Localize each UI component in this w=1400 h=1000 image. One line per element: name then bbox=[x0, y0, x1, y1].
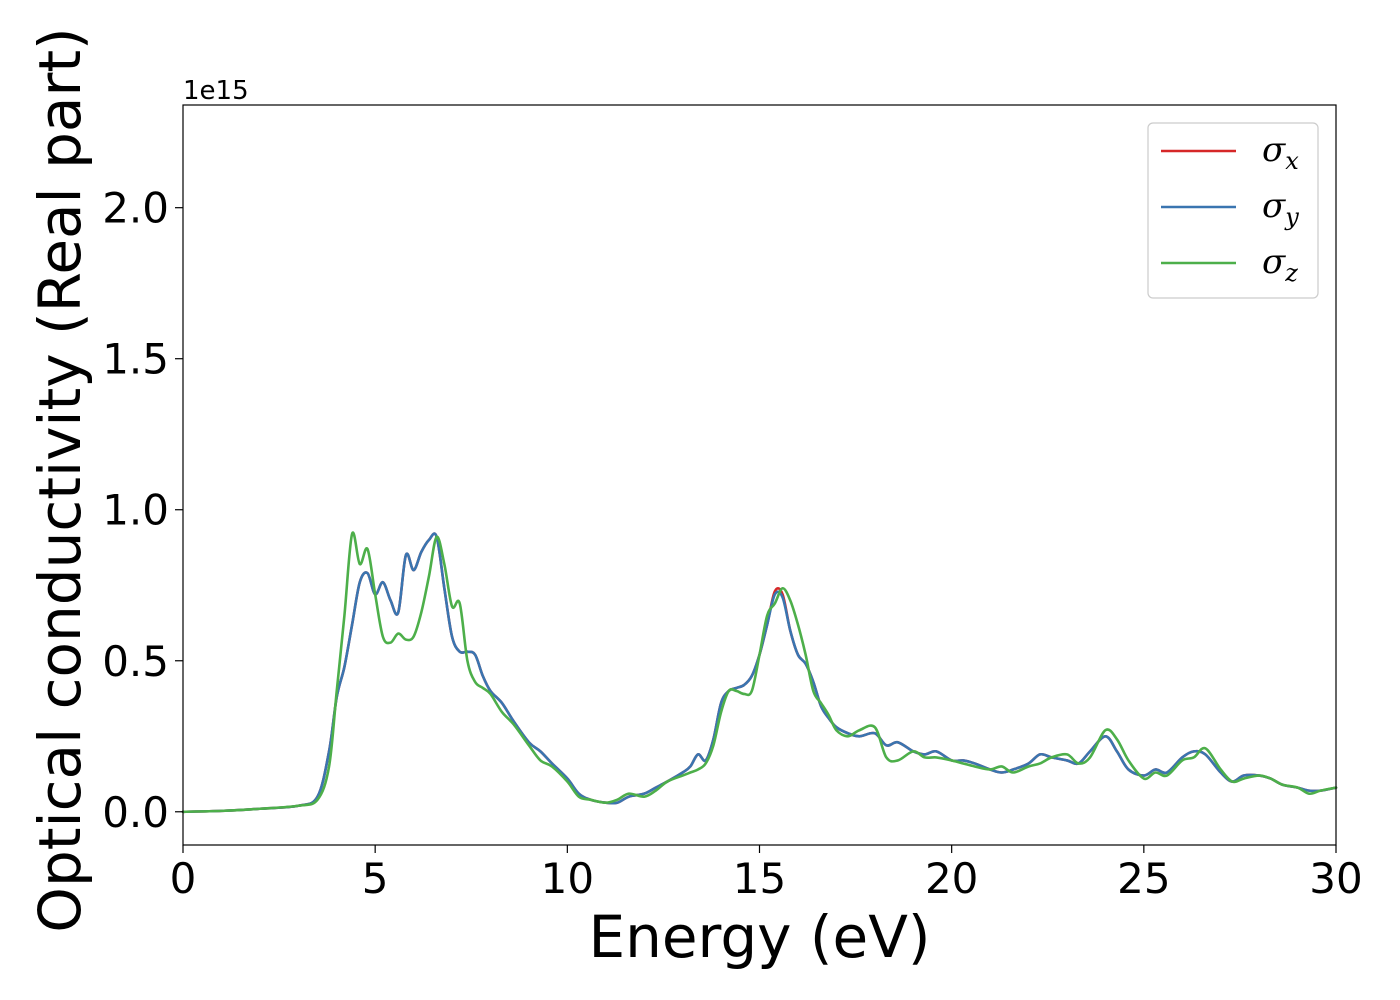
series-line-z bbox=[181, 531, 1338, 814]
x-tick-label: 30 bbox=[1309, 854, 1362, 903]
x-tick-label: 10 bbox=[541, 854, 594, 903]
legend-symbol: σ bbox=[1262, 186, 1286, 226]
x-axis-title: Energy (eV) bbox=[588, 903, 930, 971]
y-tick-label: 2.0 bbox=[102, 184, 169, 233]
series-line-y bbox=[181, 532, 1338, 814]
legend-subscript: x bbox=[1285, 147, 1299, 175]
legend-box bbox=[1147, 122, 1319, 299]
legend-subscript: z bbox=[1284, 259, 1298, 287]
x-tick-label: 5 bbox=[362, 854, 389, 903]
y-tick-label: 0.0 bbox=[102, 788, 169, 837]
x-tick-label: 0 bbox=[170, 854, 197, 903]
legend-subscript: y bbox=[1284, 203, 1299, 231]
legend-label-z: σz bbox=[1262, 242, 1298, 287]
legend-label-y: σy bbox=[1262, 186, 1299, 231]
legend-symbol: σ bbox=[1262, 130, 1286, 170]
series-layer bbox=[181, 531, 1338, 814]
legend-symbol: σ bbox=[1262, 242, 1286, 282]
y-tick-label: 0.5 bbox=[102, 637, 169, 686]
y-tick-label: 1.0 bbox=[102, 486, 169, 535]
y-axis-ticks: 0.0 0.5 1.0 1.5 2.0 bbox=[102, 184, 183, 837]
y-axis-scale-offset: 1e15 bbox=[183, 76, 249, 106]
x-tick-label: 15 bbox=[733, 854, 786, 903]
y-tick-label: 1.5 bbox=[102, 335, 169, 384]
y-axis-title: Optical conductivity (Real part) bbox=[26, 27, 94, 932]
legend-label-x: σx bbox=[1262, 130, 1299, 175]
x-tick-label: 25 bbox=[1117, 854, 1170, 903]
x-tick-label: 20 bbox=[925, 854, 978, 903]
x-axis-ticks: 0 5 10 15 20 25 30 bbox=[170, 845, 1363, 903]
